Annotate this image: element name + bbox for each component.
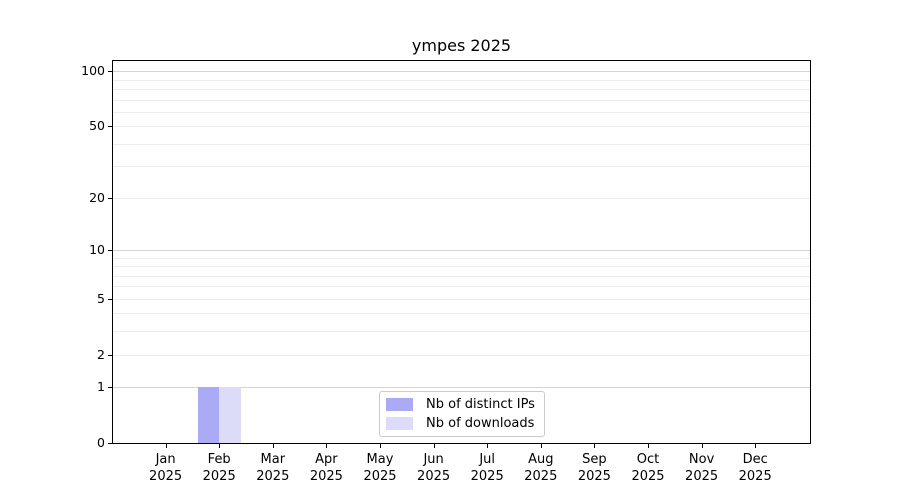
x-tick-month: Jan [155, 452, 176, 467]
y-tick-mark [108, 197, 112, 199]
x-tick-mark [755, 444, 757, 448]
chart-title: ympes 2025 [411, 36, 512, 55]
y-tick-mark [108, 443, 112, 444]
gridline-major [113, 249, 810, 251]
y-tick-mark [108, 354, 112, 356]
x-tick-month: Nov [688, 452, 715, 467]
legend-item-label: Nb of downloads [426, 416, 535, 431]
legend-swatch-distinct-ips [386, 398, 413, 411]
legend-item: Nb of downloads [386, 414, 535, 433]
x-tick-year: 2025 [470, 468, 504, 484]
x-tick-year: 2025 [417, 468, 451, 484]
x-tick-label: Nov 2025 [662, 452, 742, 485]
x-tick-mark [648, 444, 649, 448]
gridline-minor [113, 354, 810, 356]
x-tick-month: Mar [260, 452, 286, 467]
x-tick-year: 2025 [577, 468, 611, 484]
x-tick-label: Dec 2025 [715, 452, 795, 485]
x-tick-month: Aug [528, 452, 554, 467]
legend-item: Nb of distinct IPs [386, 395, 535, 414]
gridline-minor [113, 126, 810, 128]
legend-item-label: Nb of distinct IPs [426, 397, 535, 412]
x-tick-year: 2025 [256, 468, 290, 484]
x-tick-mark [219, 444, 221, 448]
gridline-minor [113, 166, 810, 168]
bar-downloads [219, 387, 241, 443]
x-tick-year: 2025 [738, 468, 772, 484]
gridline-minor [113, 331, 810, 333]
plot-area [112, 60, 811, 444]
gridline-minor [113, 99, 810, 101]
y-tick-label: 50 [89, 118, 105, 134]
x-tick-month: Oct [636, 452, 660, 467]
x-tick-year: 2025 [202, 468, 236, 484]
x-tick-label: Aug 2025 [501, 452, 581, 485]
gridline-minor [113, 89, 810, 91]
x-tick-month: May [366, 452, 394, 467]
x-tick-mark [433, 444, 435, 448]
x-tick-mark [272, 444, 274, 448]
y-tick-mark [108, 387, 112, 389]
bar-distinct-ips [197, 387, 220, 443]
x-tick-year: 2025 [309, 468, 343, 484]
x-tick-month: Jul [479, 452, 496, 467]
y-tick-label: 10 [89, 241, 105, 257]
x-tick-month: Jun [423, 452, 444, 467]
gridline-major [113, 71, 810, 73]
x-tick-year: 2025 [363, 468, 397, 484]
x-tick-label: Sep 2025 [554, 452, 634, 485]
y-tick-mark [108, 298, 112, 300]
gridline-minor [113, 143, 810, 145]
x-tick-label: Jul 2025 [447, 452, 527, 485]
gridline-minor [113, 275, 810, 277]
y-tick-label: 5 [97, 290, 105, 306]
legend: Nb of distinct IPs Nb of downloads [379, 391, 545, 437]
x-tick-month: Feb [207, 452, 231, 467]
x-tick-year: 2025 [524, 468, 558, 484]
y-tick-mark [108, 249, 112, 251]
x-tick-mark [165, 444, 167, 448]
x-tick-year: 2025 [631, 468, 665, 484]
x-tick-label: Oct 2025 [608, 452, 688, 485]
x-tick-year: 2025 [149, 468, 183, 484]
y-tick-label: 20 [89, 189, 105, 205]
legend-swatch-downloads [386, 417, 413, 430]
x-tick-mark [326, 444, 328, 448]
gridline-minor [113, 313, 810, 315]
x-tick-mark [594, 444, 596, 448]
x-tick-label: Apr 2025 [286, 452, 366, 485]
gridline-minor [113, 79, 810, 81]
y-tick-mark [108, 71, 112, 73]
gridline-minor [113, 197, 810, 199]
gridline-minor [113, 298, 810, 300]
x-tick-month: Sep [582, 452, 607, 467]
gridline-minor [113, 111, 810, 113]
x-tick-label: Mar 2025 [233, 452, 313, 485]
y-tick-label: 100 [81, 63, 105, 79]
x-tick-mark [487, 444, 489, 448]
gridline-minor [113, 257, 810, 259]
gridline-minor [113, 266, 810, 267]
gridline-minor [113, 286, 810, 288]
x-tick-label: Feb 2025 [179, 452, 259, 485]
x-tick-month: Dec [742, 452, 768, 467]
x-tick-mark [540, 444, 542, 448]
gridline-major [113, 387, 810, 389]
x-tick-month: Apr [315, 452, 338, 467]
y-tick-mark [108, 126, 112, 128]
y-tick-label: 1 [97, 379, 105, 395]
y-tick-label: 0 [97, 435, 105, 450]
x-tick-label: May 2025 [340, 452, 420, 485]
y-tick-label: 2 [97, 346, 105, 362]
x-tick-mark [380, 444, 381, 448]
x-tick-mark [701, 444, 703, 448]
x-tick-year: 2025 [685, 468, 719, 484]
x-tick-label: Jun 2025 [394, 452, 474, 485]
x-tick-label: Jan 2025 [126, 452, 206, 485]
